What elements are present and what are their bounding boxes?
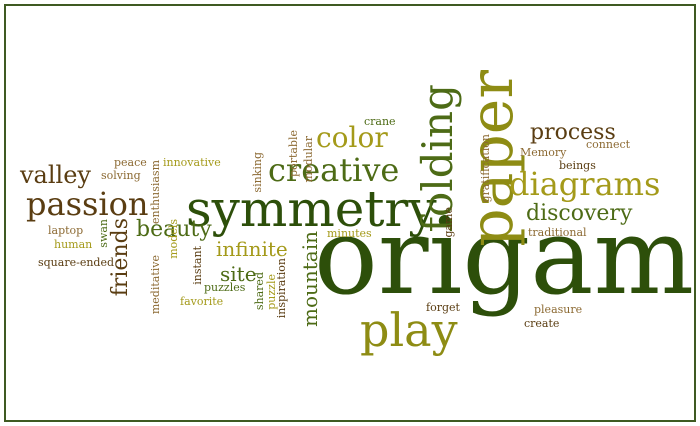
word-paper: paper: [457, 70, 527, 247]
word-minutes: minutes: [327, 227, 372, 240]
word-enthusiasm: enthusiasm: [149, 160, 162, 224]
word-swan: swan: [97, 219, 110, 248]
word-instant: instant: [191, 246, 204, 285]
word-site: site: [220, 262, 257, 286]
word-play: play: [360, 303, 458, 357]
word-memory: Memory: [520, 146, 567, 159]
word-inspiration: inspiration: [275, 258, 288, 319]
word-puzzles: puzzles: [204, 281, 246, 294]
word-gratification: gratification: [479, 134, 492, 203]
word-favorite: favorite: [180, 295, 224, 308]
word-cloud: origami paper symmetry play folding crea…: [4, 4, 696, 422]
word-valley: valley: [20, 161, 91, 189]
word-process: process: [530, 120, 616, 145]
word-color: color: [316, 121, 388, 154]
word-traditional: traditional: [528, 226, 587, 239]
word-diagrams: diagrams: [509, 165, 661, 203]
word-modular: modular: [302, 136, 315, 183]
word-beauty: beauty: [136, 217, 212, 242]
word-solving: solving: [101, 169, 141, 182]
word-pleasure: pleasure: [534, 303, 583, 316]
word-square-ended: square-ended: [38, 256, 115, 269]
word-human: human: [54, 238, 93, 251]
word-create: create: [524, 317, 560, 330]
word-meditative: meditative: [149, 255, 162, 315]
word-mountain: mountain: [298, 231, 322, 328]
word-laptop: laptop: [48, 224, 84, 237]
word-connect: connect: [586, 138, 631, 151]
word-infinite: infinite: [216, 237, 288, 261]
word-creative: creative: [268, 151, 400, 189]
word-peace: peace: [114, 156, 147, 169]
word-discovery: discovery: [526, 201, 633, 226]
word-models: models: [167, 219, 180, 259]
word-game: game: [442, 207, 455, 238]
word-crane: crane: [364, 115, 396, 128]
word-beings: beings: [559, 159, 596, 172]
word-sinking: sinking: [251, 152, 264, 193]
word-symmetry: symmetry: [186, 180, 437, 238]
word-forget: forget: [426, 301, 460, 314]
word-origami: origami: [314, 195, 696, 318]
word-shared: shared: [253, 272, 266, 311]
word-portable: portable: [287, 130, 300, 177]
word-passion: passion: [26, 185, 149, 223]
word-innovative: innovative: [163, 156, 221, 169]
